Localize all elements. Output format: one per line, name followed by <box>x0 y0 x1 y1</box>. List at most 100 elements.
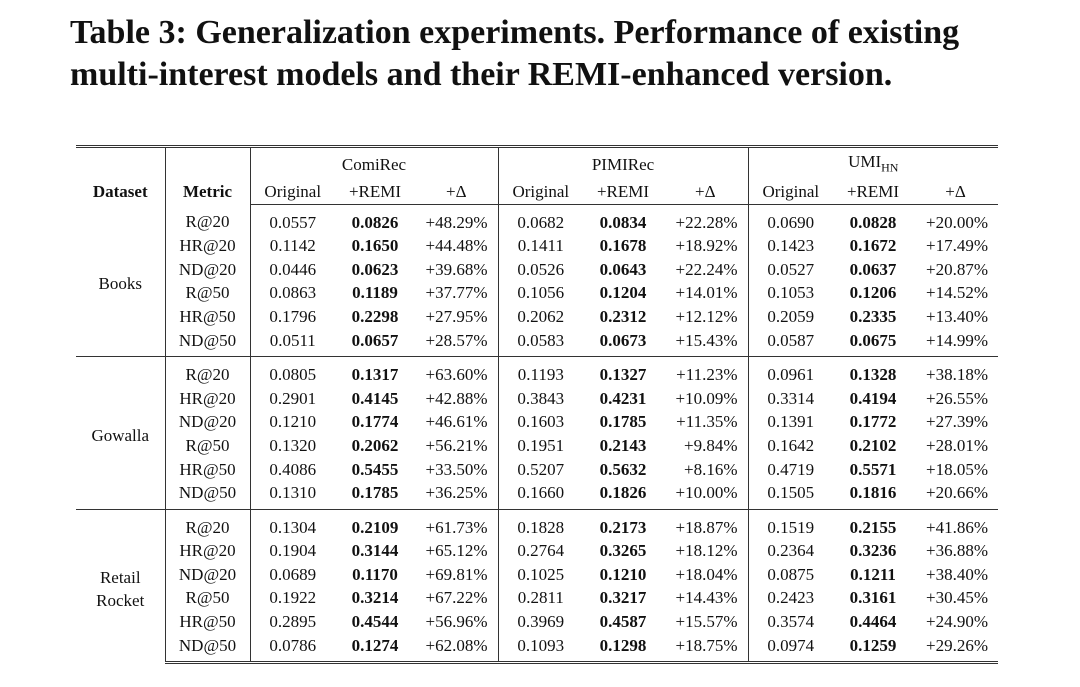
data-row: HR@20 0.1904 0.3144 +65.12% 0.2764 0.3265 +18.… <box>76 539 998 563</box>
data-row: ND@20 0.0689 0.1170 +69.81% 0.1025 0.1210 +18.… <box>76 562 998 587</box>
value-cell: 0.2062 <box>351 435 399 455</box>
value-cell: 0.1826 <box>599 483 647 503</box>
value-cell: +13.40% <box>926 306 989 326</box>
model-header: ComiRec <box>250 144 499 180</box>
model-subscript: HN <box>881 160 899 175</box>
value-cell: 0.3969 <box>517 612 565 632</box>
value-cell: 0.4587 <box>599 612 647 632</box>
metric-name: HR@20 <box>165 386 251 411</box>
value-cell: 0.3144 <box>351 541 399 561</box>
value-cell: +56.96% <box>415 610 499 634</box>
value-cell: 0.1672 <box>849 236 897 256</box>
value-cell: 0.1056 <box>517 283 565 303</box>
value-cell: 0.1828 <box>498 508 584 540</box>
value-cell: 0.3214 <box>351 588 399 608</box>
value-cell: +18.05% <box>926 459 989 479</box>
header-row: Dataset Metric ComiRec PIMIRec UMIHN <box>76 144 999 205</box>
value-cell: 0.1816 <box>849 483 897 503</box>
value-cell: 0.0805 <box>250 356 335 387</box>
data-row: R@50 0.1320 0.2062 +56.21% 0.1951 0.2143 +9.84… <box>76 433 998 458</box>
value-cell: +22.28% <box>663 204 749 235</box>
value-cell: +15.43% <box>663 328 749 357</box>
column-header: Original <box>498 179 584 205</box>
value-cell: +30.45% <box>926 588 989 608</box>
value-cell: 0.1317 <box>335 356 415 387</box>
value-cell: 0.0511 <box>269 330 316 350</box>
value-cell: 0.4086 <box>269 459 317 479</box>
value-cell: 0.0673 <box>599 330 647 350</box>
value-cell: 0.5455 <box>351 459 399 479</box>
data-row: HR@50 0.2895 0.4544 +56.96% 0.3969 0.4587 +15.… <box>76 610 998 634</box>
data-row: Retail Rocket R@20 0.1304 0.2109 +61.73% 0.18… <box>76 508 999 663</box>
metric-name: ND@50 <box>165 328 251 357</box>
value-cell: 0.4194 <box>849 388 897 408</box>
value-cell: 0.0828 <box>849 212 897 232</box>
value-cell: 0.1193 <box>498 356 584 387</box>
value-cell: 0.0682 <box>517 212 565 232</box>
value-cell: 0.3574 <box>767 612 815 632</box>
value-cell: 0.0875 <box>767 564 815 584</box>
value-cell: 0.1328 <box>833 356 914 387</box>
value-cell: +63.60% <box>415 356 499 387</box>
value-cell: 0.1025 <box>517 564 565 584</box>
value-cell: +20.87% <box>926 259 989 279</box>
value-cell: 0.1796 <box>269 306 317 326</box>
column-header: +Δ <box>663 179 749 205</box>
value-cell: 0.3314 <box>767 388 815 408</box>
value-cell: +18.87% <box>663 508 749 540</box>
value-cell: 0.0587 <box>767 330 815 350</box>
dataset-name: Retail Rocket <box>76 508 166 663</box>
metric-name: ND@20 <box>165 562 251 587</box>
value-cell: +62.08% <box>415 633 499 665</box>
data-row: ND@50 0.1310 0.1785 +36.25% 0.1660 0.1826 +10.… <box>76 481 998 510</box>
value-cell: 0.0637 <box>849 259 897 279</box>
data-row: HR@50 0.1796 0.2298 +27.95% 0.2062 0.2312 +12.… <box>76 304 998 329</box>
value-cell: +46.61% <box>415 410 499 434</box>
value-cell: 0.0689 <box>269 564 317 584</box>
dataset-name: Gowalla <box>76 356 166 510</box>
value-cell: +18.12% <box>663 539 749 563</box>
table-caption: Table 3: Generalization experiments. Per… <box>70 14 960 93</box>
metric-name: ND@20 <box>165 410 251 434</box>
value-cell: 0.0583 <box>517 330 565 350</box>
value-cell: +26.55% <box>926 388 989 408</box>
data-row: Gowalla R@20 0.0805 0.1317 +63.60% 0.1193 0.13… <box>76 356 999 510</box>
data-row: R@50 0.0863 0.1189 +37.77% 0.1056 0.1204 +14.0… <box>76 281 998 305</box>
value-cell: 0.0527 <box>767 259 815 279</box>
value-cell: +67.22% <box>415 586 499 611</box>
model-name: UMI <box>848 152 882 171</box>
value-cell: 0.1785 <box>351 483 399 503</box>
data-row: HR@20 0.2901 0.4145 +42.88% 0.3843 0.4231 +10.… <box>76 386 998 411</box>
metric-name: R@50 <box>165 281 251 305</box>
value-cell: +14.52% <box>926 283 989 303</box>
value-cell: +27.95% <box>415 304 499 329</box>
value-cell: 0.0623 <box>351 259 399 279</box>
value-cell: 0.1093 <box>498 633 584 665</box>
value-cell: 0.2143 <box>599 435 647 455</box>
value-cell: +29.26% <box>913 633 999 665</box>
metric-name: HR@50 <box>165 457 251 482</box>
value-cell: +17.49% <box>926 236 989 256</box>
column-header: Original <box>748 179 834 205</box>
value-cell: 0.0690 <box>767 212 815 232</box>
value-cell: +27.39% <box>926 412 989 432</box>
value-cell: 0.2298 <box>351 306 399 326</box>
metric-name: ND@20 <box>165 257 251 282</box>
dataset-header: Dataset <box>76 145 166 205</box>
value-cell: 0.1210 <box>269 412 317 432</box>
model-header: UMIHN <box>748 144 999 180</box>
value-cell: +33.50% <box>415 457 499 482</box>
value-cell: 0.4145 <box>351 388 399 408</box>
value-cell: 0.3265 <box>599 541 647 561</box>
value-cell: 0.1327 <box>583 356 664 387</box>
value-cell: +18.75% <box>663 633 749 665</box>
value-cell: 0.1505 <box>767 483 815 503</box>
value-cell: +10.00% <box>663 481 749 510</box>
value-cell: +48.29% <box>415 204 499 235</box>
value-cell: 0.4231 <box>599 388 647 408</box>
value-cell: 0.0786 <box>250 633 335 665</box>
value-cell: +11.35% <box>663 410 749 434</box>
value-cell: +9.84% <box>663 433 749 458</box>
metric-name: R@50 <box>165 586 251 611</box>
value-cell: +38.18% <box>913 356 999 387</box>
